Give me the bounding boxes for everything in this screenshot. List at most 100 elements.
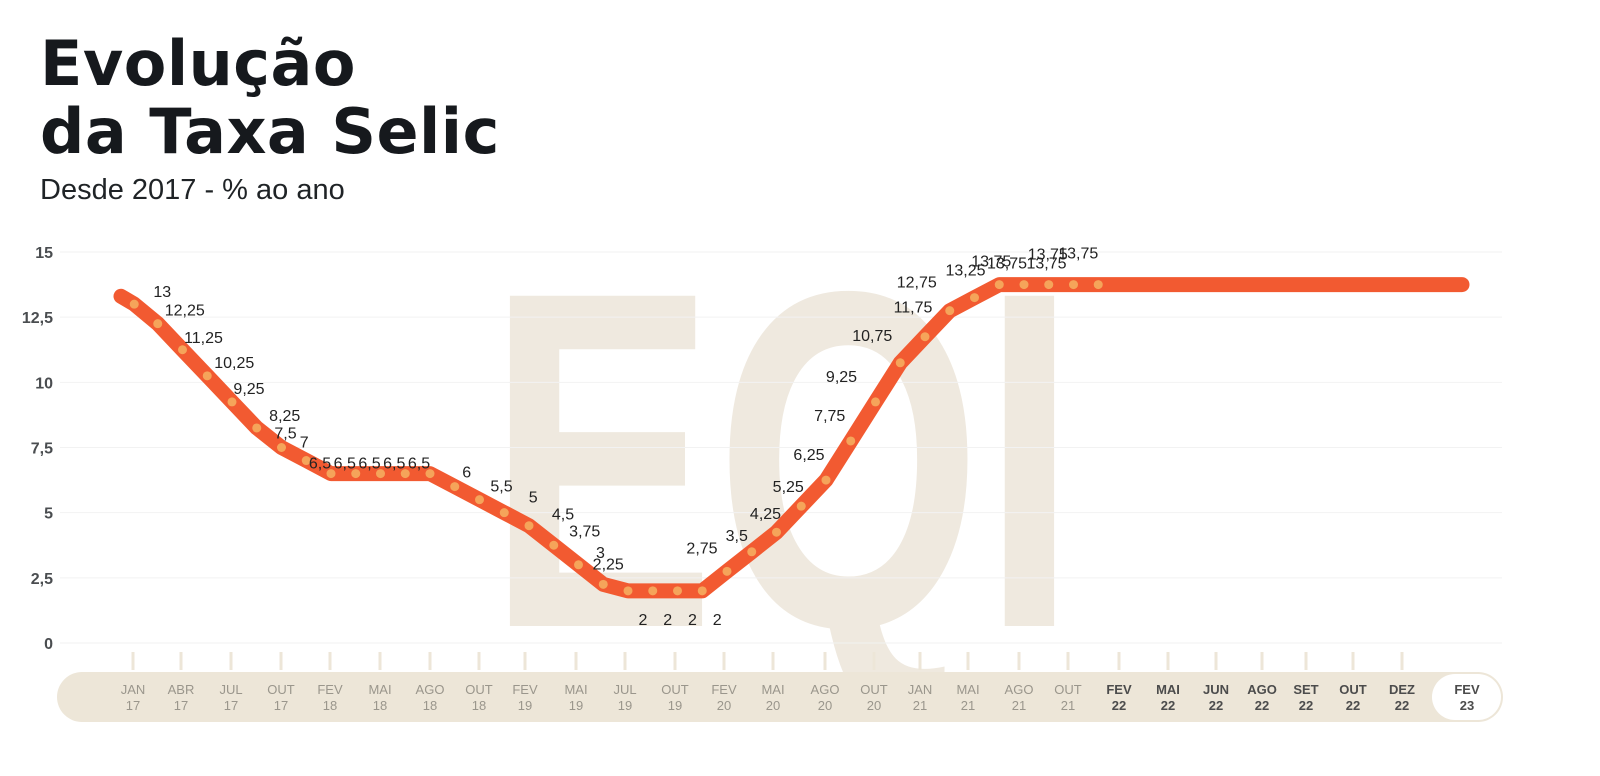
x-tick-month: FEV (317, 682, 343, 697)
data-label: 5,5 (490, 479, 512, 496)
data-point (648, 586, 658, 596)
data-label: 12,25 (165, 303, 205, 320)
x-tick-year: 22 (1209, 698, 1223, 713)
data-label: 3,5 (726, 528, 748, 545)
data-point (945, 306, 955, 316)
y-tick-label: 5 (44, 506, 53, 523)
data-point (722, 566, 732, 576)
data-point (499, 508, 509, 518)
x-tick-year: 18 (373, 698, 387, 713)
data-point (524, 521, 534, 531)
x-tick-year: 20 (766, 698, 780, 713)
data-point (549, 540, 559, 550)
data-point (129, 299, 139, 309)
x-tick-year: 20 (717, 698, 731, 713)
x-tick-month: MAI (564, 682, 587, 697)
x-tick-month: AGO (1247, 682, 1277, 697)
data-label: 7 (300, 435, 309, 452)
data-label: 5,25 (773, 479, 804, 496)
x-tick-year: 22 (1161, 698, 1175, 713)
selic-series-line (113, 277, 1470, 599)
x-tick-month: SET (1293, 682, 1318, 697)
data-point (623, 586, 633, 596)
data-label: 3,75 (569, 523, 600, 540)
x-tick-year: 18 (472, 698, 486, 713)
chart-subtitle: Desde 2017 - % ao ano (40, 174, 345, 206)
x-tick-month: FEV (711, 682, 737, 697)
x-tick-month: JUN (1203, 682, 1229, 697)
data-label: 13,25 (945, 263, 985, 280)
y-tick-label: 7,5 (31, 441, 53, 458)
y-tick-label: 10 (35, 375, 53, 392)
data-point (673, 586, 682, 596)
data-label: 9,25 (233, 381, 264, 398)
data-point (970, 293, 979, 303)
x-tick-month: OUT (465, 682, 493, 697)
data-point (425, 469, 435, 479)
data-label: 6,25 (793, 447, 824, 464)
data-label: 13,75 (1058, 246, 1098, 263)
data-label: 6 (462, 465, 471, 482)
x-tick-month: FEV (512, 682, 538, 697)
data-label: 6,5 (334, 456, 356, 473)
x-tick-year: 22 (1346, 698, 1360, 713)
data-label: 11,75 (894, 300, 933, 317)
title-line-2: da Taxa Selic (40, 95, 500, 168)
x-axis-highlight (1432, 674, 1501, 720)
data-label: 12,75 (897, 275, 937, 292)
x-tick-year: 21 (1012, 698, 1026, 713)
data-label: 7,75 (814, 408, 845, 425)
data-label: 4,5 (552, 507, 574, 524)
data-point (796, 501, 806, 511)
y-axis: 15 12,5 10 7,5 5 2,5 0 (22, 245, 53, 653)
data-point (747, 547, 757, 557)
data-point (697, 586, 707, 596)
data-point (772, 527, 781, 537)
x-tick-month: OUT (1054, 682, 1082, 697)
data-label: 2 (663, 612, 672, 629)
x-axis-band (57, 672, 1503, 722)
data-point (846, 436, 856, 446)
data-label: 11,25 (184, 330, 223, 347)
data-label: 2 (639, 612, 648, 629)
x-tick-month: JUL (613, 682, 636, 697)
data-label: 10,25 (214, 355, 254, 372)
y-tick-label: 12,5 (22, 310, 53, 327)
x-tick-year: 22 (1395, 698, 1409, 713)
x-tick-month: OUT (1339, 682, 1367, 697)
eqi-watermark: EQI (487, 191, 1077, 728)
watermark-layer: EQI (487, 191, 1077, 728)
x-tick-month: MAI (368, 682, 391, 697)
x-tick-year: 21 (1061, 698, 1075, 713)
data-point (1093, 280, 1103, 290)
data-label: 4,25 (750, 506, 781, 523)
data-point (895, 358, 905, 368)
data-point (202, 371, 212, 381)
series-points (129, 280, 1103, 596)
data-label: 6,5 (383, 456, 405, 473)
x-tick-year: 19 (668, 698, 682, 713)
x-tick-month: OUT (860, 682, 888, 697)
x-tick-month: ABR (168, 682, 195, 697)
x-tick-year: 17 (274, 698, 288, 713)
data-label: 8,25 (269, 408, 300, 425)
x-tick-month: MAI (956, 682, 979, 697)
x-tick-month: OUT (267, 682, 295, 697)
data-point (821, 475, 831, 485)
data-label: 6,5 (408, 456, 430, 473)
data-point (450, 482, 460, 492)
x-tick-year: 19 (518, 698, 532, 713)
data-label: 9,25 (826, 369, 857, 386)
data-point (178, 345, 187, 355)
x-tick-month: JAN (908, 682, 933, 697)
x-tick-year: 17 (224, 698, 238, 713)
data-point (301, 456, 311, 466)
data-label: 2,25 (593, 556, 624, 573)
data-label: 13 (153, 284, 171, 301)
x-tick-month: MAI (761, 682, 784, 697)
x-tick-year: 19 (569, 698, 583, 713)
data-point (1044, 280, 1054, 290)
x-tick-month: MAI (1156, 682, 1180, 697)
